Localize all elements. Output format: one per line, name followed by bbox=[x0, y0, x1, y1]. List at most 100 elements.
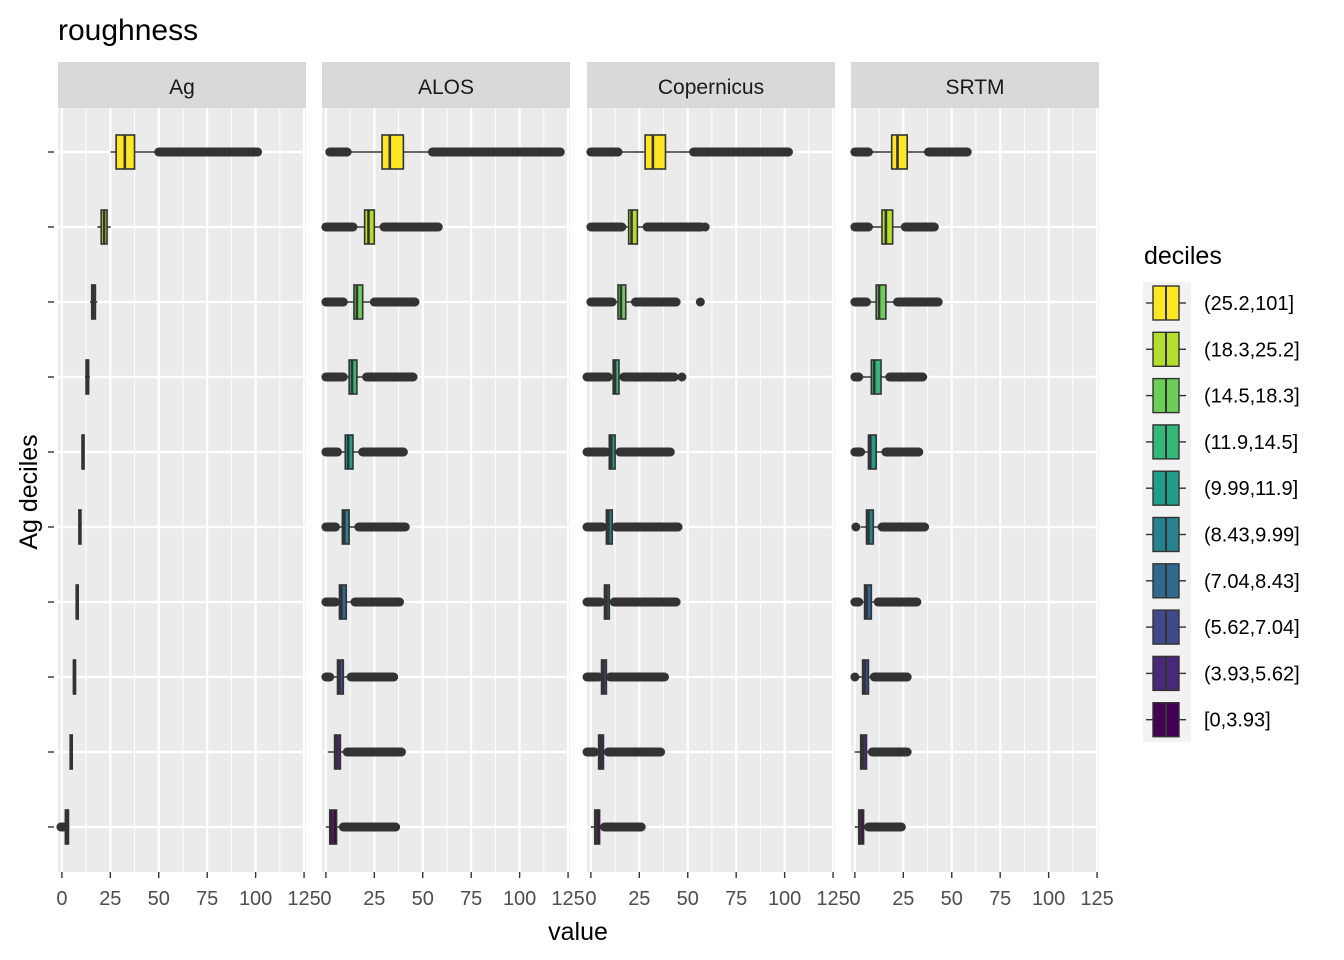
box bbox=[890, 134, 908, 170]
legend-label: (18.3,25.2] bbox=[1204, 339, 1300, 361]
legend-label: (5.62,7.04] bbox=[1204, 617, 1300, 639]
boxplot-alos-row-6 bbox=[321, 509, 410, 545]
x-axis-tick-label: 125 bbox=[287, 888, 320, 910]
facet-panels: Ag 0 25 50 75 100 125 ALOS 0 25 50 75 100 125 Copernic… bbox=[48, 62, 1114, 910]
boxplot-copernicus-row-5 bbox=[582, 434, 675, 470]
outlier-point bbox=[850, 672, 860, 682]
boxplot-ag-row-3 bbox=[89, 284, 98, 320]
legend-label: (14.5,18.3] bbox=[1204, 386, 1300, 408]
boxplot-ag-row-5 bbox=[81, 434, 85, 470]
boxplot-alos-row-3 bbox=[321, 284, 420, 320]
x-axis-tick-label: 0 bbox=[56, 888, 67, 910]
boxplot-copernicus-row-7 bbox=[582, 584, 681, 620]
legend-item: (3.93,5.62] bbox=[1146, 655, 1300, 692]
x-axis-tick-label: 75 bbox=[196, 888, 218, 910]
legend-item: (5.62,7.04] bbox=[1146, 609, 1300, 645]
box bbox=[341, 509, 350, 545]
boxplot-srtm-row-1 bbox=[850, 134, 972, 170]
boxplot-copernicus-row-10 bbox=[590, 809, 646, 845]
boxplot-alos-row-10 bbox=[325, 809, 401, 845]
outlier-point bbox=[695, 297, 705, 307]
legend: deciles (25.2,101] (18.3,25.2] (14.5,18.3]… bbox=[1143, 242, 1300, 742]
legend-label: (9.99,11.9] bbox=[1204, 478, 1298, 500]
x-axis-tick-label: 25 bbox=[628, 888, 650, 910]
panel-srtm: SRTM 0 25 50 75 100 125 bbox=[849, 62, 1114, 910]
y-axis-title: Ag deciles bbox=[15, 434, 43, 549]
panel-background bbox=[322, 108, 570, 872]
facet-strip-label: Ag bbox=[169, 76, 195, 99]
facet-strip-label: Copernicus bbox=[658, 76, 764, 99]
facet-strip-label: ALOS bbox=[418, 76, 474, 99]
facet-strip bbox=[587, 62, 835, 108]
box bbox=[865, 509, 875, 545]
boxplot-srtm-row-8 bbox=[850, 659, 912, 695]
outlier-point bbox=[851, 522, 861, 532]
x-axis-tick-label: 100 bbox=[503, 888, 536, 910]
legend-item: (14.5,18.3] bbox=[1146, 377, 1300, 414]
panel-copernicus: Copernicus 0 25 50 75 100 125 bbox=[582, 62, 850, 910]
legend-item: (18.3,25.2] bbox=[1146, 331, 1300, 367]
legend-label: (7.04,8.43] bbox=[1204, 571, 1300, 593]
box bbox=[867, 434, 877, 470]
x-axis-tick-label: 100 bbox=[1032, 888, 1065, 910]
legend-item: (8.43,9.99] bbox=[1146, 516, 1300, 553]
legend-item: [0,3.93] bbox=[1146, 702, 1271, 738]
box bbox=[863, 584, 873, 620]
boxplot-srtm-row-4 bbox=[850, 359, 928, 395]
x-axis-tick-label: 0 bbox=[849, 888, 860, 910]
x-axis-title: value bbox=[548, 918, 608, 946]
legend-title: deciles bbox=[1144, 242, 1222, 270]
boxplot-copernicus-row-6 bbox=[582, 509, 683, 545]
x-axis-tick-label: 75 bbox=[460, 888, 482, 910]
boxplot-copernicus-row-9 bbox=[582, 734, 666, 770]
legend-label: (8.43,9.99] bbox=[1204, 525, 1300, 547]
boxplot-ag-row-6 bbox=[78, 509, 82, 545]
boxplot-copernicus-row-3 bbox=[586, 284, 705, 320]
boxplot-alos-row-7 bbox=[321, 584, 404, 620]
box bbox=[381, 134, 405, 170]
boxplot-alos-row-2 bbox=[321, 209, 443, 245]
legend-label: (25.2,101] bbox=[1204, 293, 1294, 315]
facet-strip bbox=[58, 62, 306, 108]
x-axis-tick-label: 25 bbox=[363, 888, 385, 910]
boxplot-srtm-row-2 bbox=[850, 209, 939, 245]
box bbox=[881, 209, 894, 245]
legend-items: (25.2,101] (18.3,25.2] (14.5,18.3] (11.9,14… bbox=[1146, 285, 1300, 738]
legend-label: (11.9,14.5] bbox=[1204, 432, 1298, 454]
facet-strip bbox=[851, 62, 1099, 108]
x-axis-tick-label: 100 bbox=[239, 888, 272, 910]
box bbox=[875, 284, 887, 320]
x-axis-tick-label: 50 bbox=[941, 888, 963, 910]
legend-item: (9.99,11.9] bbox=[1146, 470, 1298, 506]
x-axis-tick-label: 125 bbox=[551, 888, 584, 910]
facet-strip bbox=[322, 62, 570, 108]
box bbox=[353, 284, 364, 320]
boxplot-srtm-row-7 bbox=[850, 584, 922, 620]
panel-background bbox=[587, 108, 835, 872]
outlier-point bbox=[677, 372, 687, 382]
panel-background bbox=[58, 108, 306, 872]
boxplot-srtm-row-9 bbox=[854, 734, 912, 770]
x-axis-tick-label: 50 bbox=[677, 888, 699, 910]
boxplot-ag-row-4 bbox=[84, 359, 90, 395]
boxplot-ag-row-8 bbox=[72, 659, 77, 695]
x-axis-tick-label: 75 bbox=[989, 888, 1011, 910]
x-axis-tick-label: 0 bbox=[585, 888, 596, 910]
legend-item: (7.04,8.43] bbox=[1146, 563, 1300, 599]
x-axis-tick-label: 75 bbox=[725, 888, 747, 910]
boxplot-srtm-row-5 bbox=[850, 434, 924, 470]
chart-title: roughness bbox=[58, 14, 198, 47]
x-axis-tick-label: 25 bbox=[99, 888, 121, 910]
box bbox=[338, 584, 348, 620]
boxplot-ag-row-1 bbox=[110, 134, 263, 170]
boxplot-alos-row-8 bbox=[321, 659, 399, 695]
boxplot-copernicus-row-8 bbox=[582, 659, 669, 695]
box bbox=[627, 209, 639, 245]
boxplot-srtm-row-6 bbox=[851, 509, 930, 545]
panel-alos: ALOS 0 25 50 75 100 125 bbox=[320, 62, 585, 910]
legend-item: (25.2,101] bbox=[1146, 285, 1294, 321]
x-axis-tick-label: 25 bbox=[892, 888, 914, 910]
x-axis-tick-label: 125 bbox=[816, 888, 849, 910]
boxplot-alos-row-1 bbox=[325, 134, 565, 170]
